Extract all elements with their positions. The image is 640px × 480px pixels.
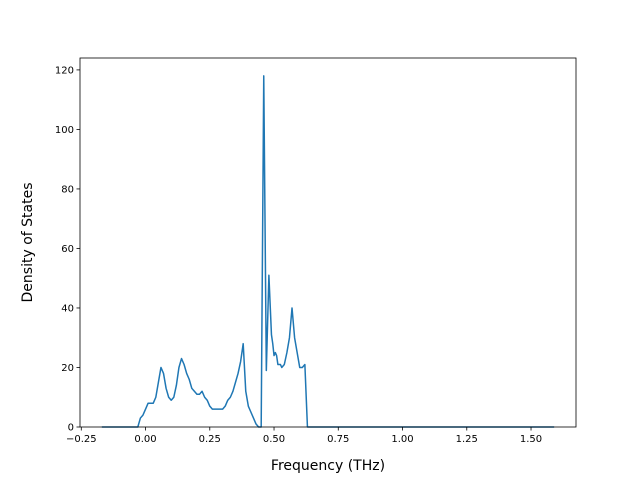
plot-area-frame [79, 57, 577, 428]
x-tick-label: 1.00 [391, 434, 413, 445]
y-tick-label: 40 [61, 303, 74, 314]
y-axis-label: Density of States [20, 183, 36, 303]
x-axis-label: Frequency (THz) [271, 458, 385, 474]
y-axis: 0 20 40 60 80 100 120 [55, 65, 80, 434]
y-tick-label: 60 [61, 244, 74, 255]
x-axis: −0.25 0.00 0.25 0.50 0.75 1.00 1.25 1.50 [66, 427, 542, 445]
y-tick-label: 0 [68, 423, 74, 434]
y-tick-label: 20 [61, 363, 74, 374]
y-tick-label: 80 [61, 184, 74, 195]
x-tick-label: 0.25 [199, 434, 221, 445]
x-tick-label: 1.50 [520, 434, 542, 445]
y-tick-label: 120 [55, 65, 74, 76]
x-tick-label: 0.50 [263, 434, 285, 445]
y-tick-label: 100 [55, 125, 74, 136]
x-tick-label: 0.00 [134, 434, 156, 445]
x-tick-label: 1.25 [456, 434, 478, 445]
x-tick-label: −0.25 [66, 434, 97, 445]
x-tick-label: 0.75 [327, 434, 349, 445]
